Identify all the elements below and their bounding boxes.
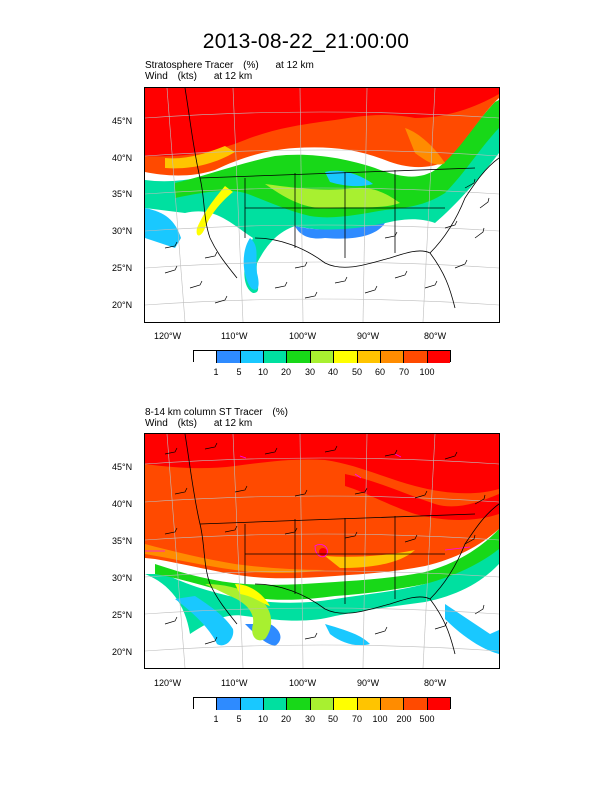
colorbar-swatch xyxy=(216,351,240,363)
panel2-colorbar-label: 30 xyxy=(304,714,315,724)
panel1-lat-label: 45°N xyxy=(112,116,133,126)
panel1-lat-label: 30°N xyxy=(112,226,133,236)
panel2-colorbar-label: 200 xyxy=(396,714,412,724)
colorbar-swatch xyxy=(309,698,334,710)
colorbar-swatch xyxy=(379,351,404,363)
panel2-subtitle-line2: Wind (kts) at 12 km xyxy=(145,418,252,429)
main-title: 2013-08-22_21:00:00 xyxy=(202,30,410,53)
colorbar-swatch xyxy=(263,351,287,363)
panel1-subtitle-line1: Stratosphere Tracer (%) at 12 km xyxy=(145,60,314,71)
panel1-colorbar xyxy=(193,350,451,363)
panel2-colorbar-label: 1 xyxy=(213,714,219,724)
panel1-lon-label: 110°W xyxy=(221,331,248,341)
panel2-colorbar-labels: 1 5 10 20 30 50 70 100 200 500 xyxy=(193,714,451,726)
colorbar-swatch xyxy=(426,351,450,363)
panel2-field-name: 8-14 km column ST Tracer xyxy=(145,407,263,418)
panel2-lat-label: 25°N xyxy=(112,610,133,620)
panel1-map-svg xyxy=(145,88,499,322)
panel2-colorbar-label: 20 xyxy=(280,714,291,724)
panel2-lat-label: 40°N xyxy=(112,499,133,509)
colorbar-swatch xyxy=(286,351,310,363)
panel2-map xyxy=(144,433,500,669)
panel2-colorbar-label: 500 xyxy=(419,714,435,724)
panel2-lon-label: 110°W xyxy=(221,678,248,688)
colorbar-swatch xyxy=(426,698,450,710)
panel2-wind-label: Wind xyxy=(145,418,168,429)
panel2-lat-label: 35°N xyxy=(112,536,133,546)
panel1-lat-label: 20°N xyxy=(112,300,133,310)
panel1-wind-level: at 12 km xyxy=(213,71,253,82)
panel1-colorbar-labels: 1 5 10 20 30 40 50 60 70 100 xyxy=(193,367,451,379)
panel1-lon-label: 90°W xyxy=(357,331,380,341)
panel2-lon-label: 100°W xyxy=(289,678,317,688)
panel2-map-svg xyxy=(145,434,499,668)
panel2-lat-label: 45°N xyxy=(112,462,133,472)
colorbar-swatch xyxy=(286,698,310,710)
panel2-colorbar-label: 70 xyxy=(351,714,362,724)
colorbar-swatch xyxy=(403,698,427,710)
panel1-colorbar-label: 30 xyxy=(304,367,315,377)
panel2-lon-label: 80°W xyxy=(424,678,447,688)
panel1-colorbar-label: 5 xyxy=(236,367,242,377)
panel2-subtitle-line1: 8-14 km column ST Tracer (%) xyxy=(145,407,288,418)
panel1-colorbar-label: 20 xyxy=(280,367,291,377)
panel2-wind-units: (kts) xyxy=(177,418,198,429)
colorbar-swatch xyxy=(216,698,240,710)
panel2-lon-label: 90°W xyxy=(357,678,380,688)
colorbar-swatch xyxy=(333,351,357,363)
colorbar-swatch xyxy=(356,698,380,710)
colorbar-swatch xyxy=(309,351,334,363)
panel1-lat-label: 25°N xyxy=(112,263,133,273)
panel1-colorbar-label: 1 xyxy=(213,367,219,377)
panel1-colorbar-label: 100 xyxy=(419,367,435,377)
panel2-colorbar-label: 5 xyxy=(236,714,242,724)
panel2-colorbar xyxy=(193,697,451,710)
colorbar-swatch xyxy=(356,351,380,363)
panel1-lat-label: 40°N xyxy=(112,153,133,163)
panel1-colorbar-label: 70 xyxy=(398,367,409,377)
colorbar-swatch xyxy=(194,351,217,363)
panel1-lat-label: 35°N xyxy=(112,189,133,199)
panel1-lon-label: 80°W xyxy=(424,331,447,341)
panel1-lon-label: 120°W xyxy=(154,331,182,341)
colorbar-swatch xyxy=(239,351,264,363)
panel1-lon-label: 100°W xyxy=(289,331,317,341)
panel2-wind-level: at 12 km xyxy=(213,418,253,429)
panel1-colorbar-label: 50 xyxy=(351,367,362,377)
panel1-wind-label: Wind xyxy=(145,71,168,82)
panel1-field-level: at 12 km xyxy=(275,60,314,71)
panel1-map xyxy=(144,87,500,323)
panel1-wind-units: (kts) xyxy=(177,71,198,82)
panel2-colorbar-label: 50 xyxy=(327,714,338,724)
colorbar-swatch xyxy=(263,698,287,710)
colorbar-swatch xyxy=(403,351,427,363)
panel2-lat-label: 30°N xyxy=(112,573,133,583)
colorbar-swatch xyxy=(333,698,357,710)
panel1-field-units: (%) xyxy=(243,60,259,71)
colorbar-swatch xyxy=(239,698,264,710)
panel2-lat-label: 20°N xyxy=(112,647,133,657)
panel1-colorbar-label: 10 xyxy=(257,367,268,377)
panel1-colorbar-label: 40 xyxy=(327,367,338,377)
panel1-field-name: Stratosphere Tracer xyxy=(145,60,234,71)
panel2-colorbar-label: 10 xyxy=(257,714,268,724)
colorbar-swatch xyxy=(379,698,404,710)
panel1-subtitle-line2: Wind (kts) at 12 km xyxy=(145,71,252,82)
panel2-field-units: (%) xyxy=(272,407,288,418)
colorbar-swatch xyxy=(194,698,217,710)
panel2-lon-label: 120°W xyxy=(154,678,182,688)
panel2-colorbar-label: 100 xyxy=(372,714,388,724)
panel1-colorbar-label: 60 xyxy=(374,367,385,377)
